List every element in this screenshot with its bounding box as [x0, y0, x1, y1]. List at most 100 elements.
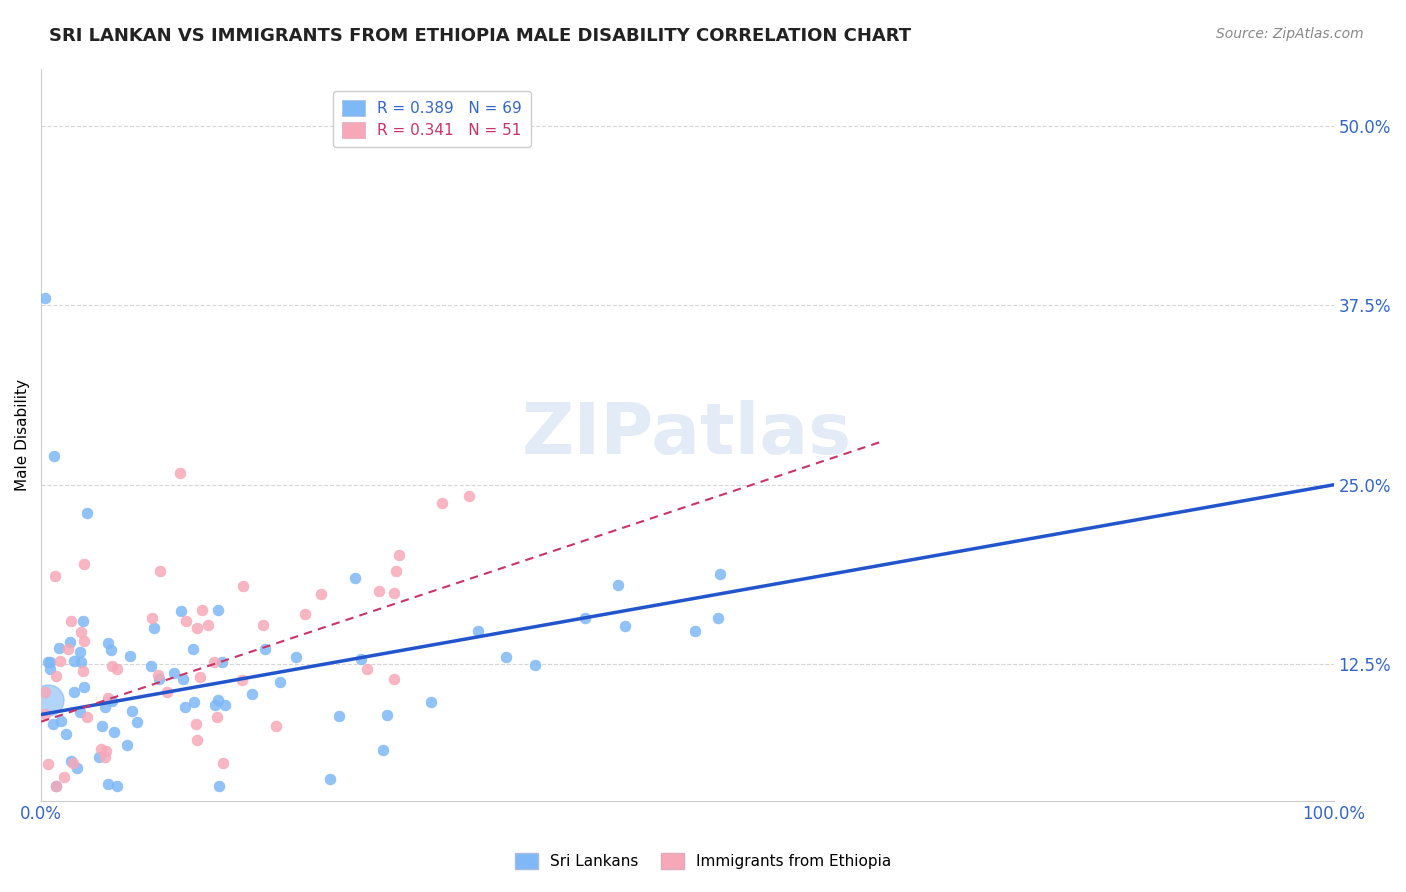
Point [208, 779, 231, 793]
Point [66, 761, 89, 775]
Point [90, 741, 112, 756]
Point [377, 707, 399, 722]
Point [37, 693, 59, 707]
Point [63, 654, 86, 668]
Point [59, 634, 82, 648]
Point [37, 756, 59, 771]
Point [606, 577, 628, 591]
Point [73, 557, 96, 571]
Point [207, 693, 229, 707]
Point [172, 672, 194, 686]
Legend: R = 0.389   N = 69, R = 0.341   N = 51: R = 0.389 N = 69, R = 0.341 N = 51 [333, 91, 531, 147]
Point [121, 704, 143, 718]
Point [319, 772, 342, 787]
Point [97, 636, 120, 650]
Point [162, 665, 184, 680]
Point [385, 564, 408, 578]
Point [100, 694, 122, 708]
Point [709, 567, 731, 582]
Point [125, 714, 148, 729]
Point [44, 449, 66, 463]
Point [170, 604, 193, 618]
Point [212, 756, 235, 770]
Point [59, 754, 82, 768]
Point [309, 586, 332, 600]
Point [37, 655, 59, 669]
Point [252, 618, 274, 632]
Point [382, 586, 405, 600]
Point [207, 603, 229, 617]
Point [368, 583, 391, 598]
Point [73, 681, 96, 695]
Point [467, 624, 489, 638]
Point [94, 750, 117, 764]
Point [141, 611, 163, 625]
Point [103, 725, 125, 739]
Text: ZIPatlas: ZIPatlas [522, 401, 852, 469]
Point [45, 779, 67, 793]
Point [613, 618, 636, 632]
Point [191, 603, 214, 617]
Point [356, 663, 378, 677]
Point [240, 687, 263, 701]
Point [253, 641, 276, 656]
Point [69, 705, 91, 719]
Point [169, 466, 191, 480]
Point [148, 672, 170, 686]
Point [186, 717, 208, 731]
Text: SRI LANKAN VS IMMIGRANTS FROM ETHIOPIA MALE DISABILITY CORRELATION CHART: SRI LANKAN VS IMMIGRANTS FROM ETHIOPIA M… [49, 27, 911, 45]
Point [156, 684, 179, 698]
Point [39, 655, 62, 669]
Point [62, 756, 84, 770]
Point [707, 611, 730, 625]
Point [181, 641, 204, 656]
Point [94, 744, 117, 758]
Point [214, 698, 236, 712]
Point [328, 708, 350, 723]
Point [45, 779, 67, 793]
Point [420, 695, 443, 709]
Point [139, 659, 162, 673]
Point [174, 699, 197, 714]
Point [100, 643, 122, 657]
Point [115, 738, 138, 752]
Point [495, 649, 517, 664]
Point [683, 624, 706, 639]
Point [49, 714, 72, 728]
Point [73, 634, 96, 648]
Point [197, 617, 219, 632]
Point [34, 706, 56, 721]
Point [94, 699, 117, 714]
Point [118, 649, 141, 664]
Point [432, 496, 454, 510]
Text: Source: ZipAtlas.com: Source: ZipAtlas.com [1216, 27, 1364, 41]
Point [388, 548, 411, 562]
Point [91, 719, 114, 733]
Point [294, 607, 316, 622]
Point [149, 564, 172, 578]
Point [72, 614, 94, 628]
Point [232, 579, 254, 593]
Legend: Sri Lankans, Immigrants from Ethiopia: Sri Lankans, Immigrants from Ethiopia [509, 847, 897, 875]
Point [174, 615, 197, 629]
Point [44, 569, 66, 583]
Point [69, 645, 91, 659]
Point [76, 506, 98, 520]
Point [53, 770, 76, 784]
Point [49, 654, 72, 668]
Point [524, 657, 547, 672]
Point [205, 710, 228, 724]
Point [34, 291, 56, 305]
Point [41, 717, 63, 731]
Point [146, 667, 169, 681]
Point [39, 663, 62, 677]
Point [574, 610, 596, 624]
Point [69, 655, 91, 669]
Point [190, 670, 212, 684]
Point [204, 698, 226, 712]
Point [76, 709, 98, 723]
Point [63, 684, 86, 698]
Point [186, 621, 208, 635]
Point [72, 664, 94, 678]
Point [97, 690, 120, 705]
